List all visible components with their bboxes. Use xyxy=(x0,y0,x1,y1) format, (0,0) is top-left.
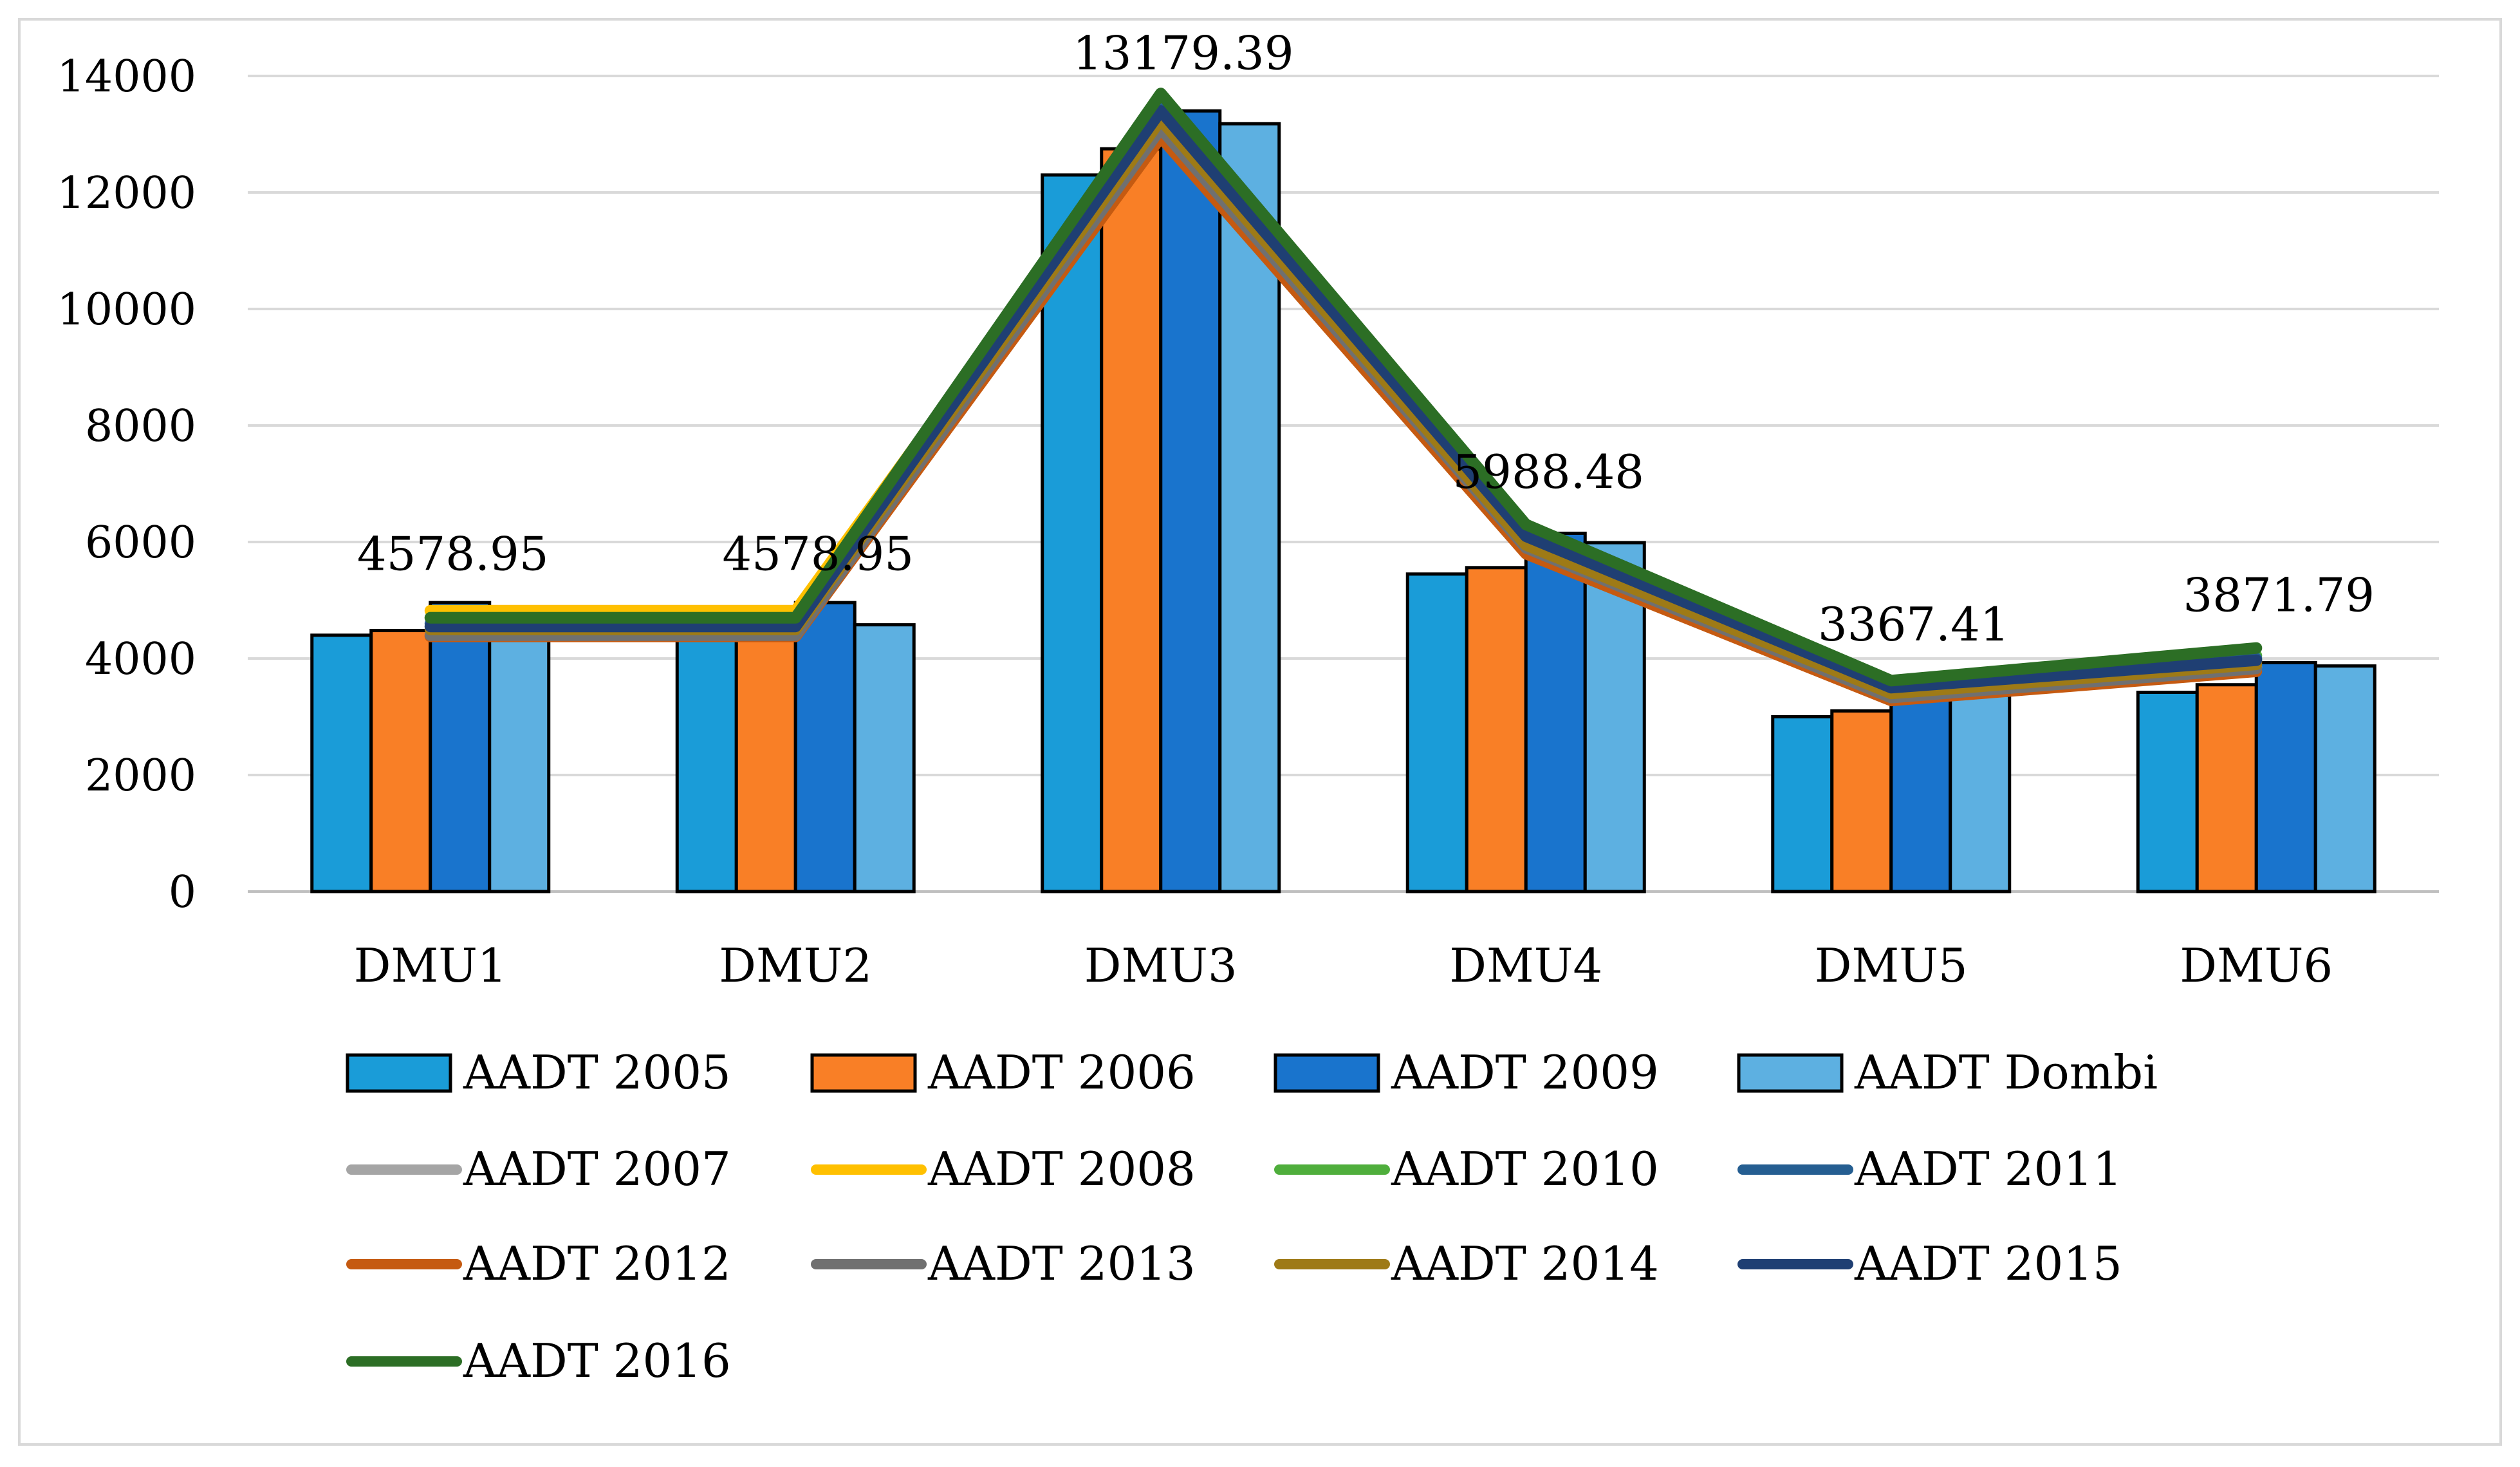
bar xyxy=(2136,690,2199,893)
y-axis: 0 2000 4000 6000 8000 10000 12000 14000 xyxy=(57,51,196,918)
legend-label: AADT Dombi xyxy=(1854,1045,2158,1099)
bar xyxy=(2195,683,2258,893)
legend-label: AADT 2016 xyxy=(463,1334,731,1388)
bar xyxy=(1889,688,1952,893)
legend-swatch xyxy=(1274,1053,1380,1093)
bar xyxy=(734,629,797,893)
legend-label: AADT 2012 xyxy=(463,1237,731,1291)
y-tick-label: 2000 xyxy=(85,751,196,801)
x-tick-label: DMU5 xyxy=(1815,939,1968,993)
bar xyxy=(369,629,432,893)
data-label: 4578.95 xyxy=(357,527,549,581)
legend-label: AADT 2007 xyxy=(463,1142,731,1196)
legend-swatch xyxy=(1737,1053,1844,1093)
data-label: 4578.95 xyxy=(722,527,914,581)
bar xyxy=(1159,109,1222,893)
data-label: 3367.41 xyxy=(1818,597,2010,651)
x-tick-label: DMU2 xyxy=(719,939,872,993)
legend-label: AADT 2014 xyxy=(1391,1237,1659,1291)
y-tick-label: 10000 xyxy=(57,285,196,335)
bar xyxy=(1218,122,1281,893)
legend-label: AADT 2010 xyxy=(1391,1142,1659,1196)
x-tick-label: DMU3 xyxy=(1084,939,1237,993)
bar xyxy=(853,623,916,893)
x-axis: DMU1 DMU2 DMU3 DMU4 DMU5 DMU6 xyxy=(354,939,2333,993)
data-label: 5988.48 xyxy=(1452,445,1644,499)
legend: AADT 2005 AADT 2006 AADT 2009 AADT Dombi AAD… xyxy=(346,1045,2158,1388)
series-lines xyxy=(424,88,2263,707)
bar xyxy=(1524,531,1587,893)
y-tick-label: 12000 xyxy=(57,168,196,219)
bar xyxy=(488,623,551,893)
legend-label: AADT 2009 xyxy=(1391,1045,1659,1099)
legend-label: AADT 2005 xyxy=(463,1045,731,1099)
bar xyxy=(1949,693,2012,893)
data-label: 3871.79 xyxy=(2183,568,2375,622)
y-tick-label: 4000 xyxy=(85,634,196,685)
bar xyxy=(1771,715,1834,893)
data-label: 13179.39 xyxy=(1073,26,1294,80)
bar xyxy=(1100,147,1163,893)
y-tick-label: 6000 xyxy=(85,518,196,568)
data-labels: 4578.95 4578.95 13179.39 5988.48 3367.41 3871… xyxy=(357,26,2375,651)
bar xyxy=(310,633,373,893)
legend-label: AADT 2008 xyxy=(927,1142,1196,1196)
bar xyxy=(1465,566,1528,893)
y-tick-label: 8000 xyxy=(85,401,196,452)
bar xyxy=(2313,664,2376,893)
y-tick-label: 14000 xyxy=(57,51,196,102)
bar xyxy=(1405,572,1468,893)
legend-label: AADT 2006 xyxy=(927,1045,1196,1099)
y-tick-label: 0 xyxy=(169,867,196,918)
legend-swatch xyxy=(810,1053,917,1093)
x-tick-label: DMU6 xyxy=(2180,939,2333,993)
series-line xyxy=(424,105,2263,694)
bar xyxy=(793,601,857,893)
legend-label: AADT 2015 xyxy=(1854,1237,2122,1291)
legend-label: AADT 2011 xyxy=(1854,1142,2122,1196)
x-tick-label: DMU1 xyxy=(354,939,507,993)
bars xyxy=(310,109,2376,893)
legend-label: AADT 2013 xyxy=(927,1237,1196,1291)
bar xyxy=(675,633,738,893)
bar xyxy=(1830,709,1893,893)
legend-swatch xyxy=(346,1053,452,1093)
x-tick-label: DMU4 xyxy=(1449,939,1602,993)
series-line xyxy=(424,88,2263,687)
bar xyxy=(2254,660,2317,893)
bar xyxy=(429,601,492,893)
